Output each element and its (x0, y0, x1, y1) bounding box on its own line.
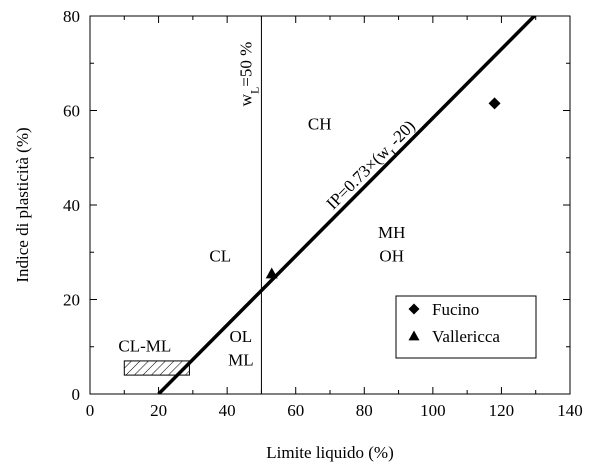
axis-ticks (89, 15, 571, 395)
region-label-ol: OL (230, 327, 253, 346)
y-tick-label: 60 (63, 102, 80, 121)
x-axis-label: Limite liquido (%) (266, 443, 393, 462)
legend-marker-fucino (408, 303, 420, 315)
fucino-point (488, 97, 501, 110)
legend-box (395, 295, 537, 359)
data-points (265, 97, 501, 279)
x-tick-label: 100 (420, 401, 446, 420)
region-label-ch: CH (308, 114, 332, 133)
x-tick-label: 40 (219, 401, 236, 420)
region-label-cl-ml: CL-ML (118, 336, 171, 355)
x-tick-label: 20 (150, 401, 167, 420)
legend-marker-vallericca (408, 330, 420, 341)
legend: Fucino Vallericca (395, 295, 537, 359)
x-tick-label: 140 (557, 401, 583, 420)
wl-50-label: wL=50 % (236, 42, 261, 107)
region-label-mh: MH (378, 223, 405, 242)
x-tick-label: 80 (356, 401, 373, 420)
x-tick-label: 120 (489, 401, 515, 420)
region-label-cl: CL (209, 247, 231, 266)
a-line (157, 16, 537, 394)
x-tick-label: 0 (86, 401, 95, 420)
y-tick-label: 80 (63, 7, 80, 26)
region-label-ml: ML (228, 351, 254, 370)
y-tick-label: 20 (63, 291, 80, 310)
y-tick-label: 40 (63, 196, 80, 215)
y-tick-label: 0 (72, 385, 81, 404)
legend-label-fucino: Fucino (432, 300, 479, 319)
axis-text: 0 20 40 60 80 100 120 140 0 20 40 60 80 Limite liquid… (13, 7, 583, 462)
region-labels: CH CL MH OH CL-ML OL ML (118, 114, 405, 369)
cl-ml-hatched-zone (123, 360, 190, 376)
legend-label-vallericca: Vallericca (432, 327, 500, 346)
region-label-oh: OH (379, 247, 404, 266)
y-axis-label: Indice di plasticità (%) (13, 127, 32, 282)
vallericca-point (265, 267, 278, 279)
x-tick-label: 60 (287, 401, 304, 420)
